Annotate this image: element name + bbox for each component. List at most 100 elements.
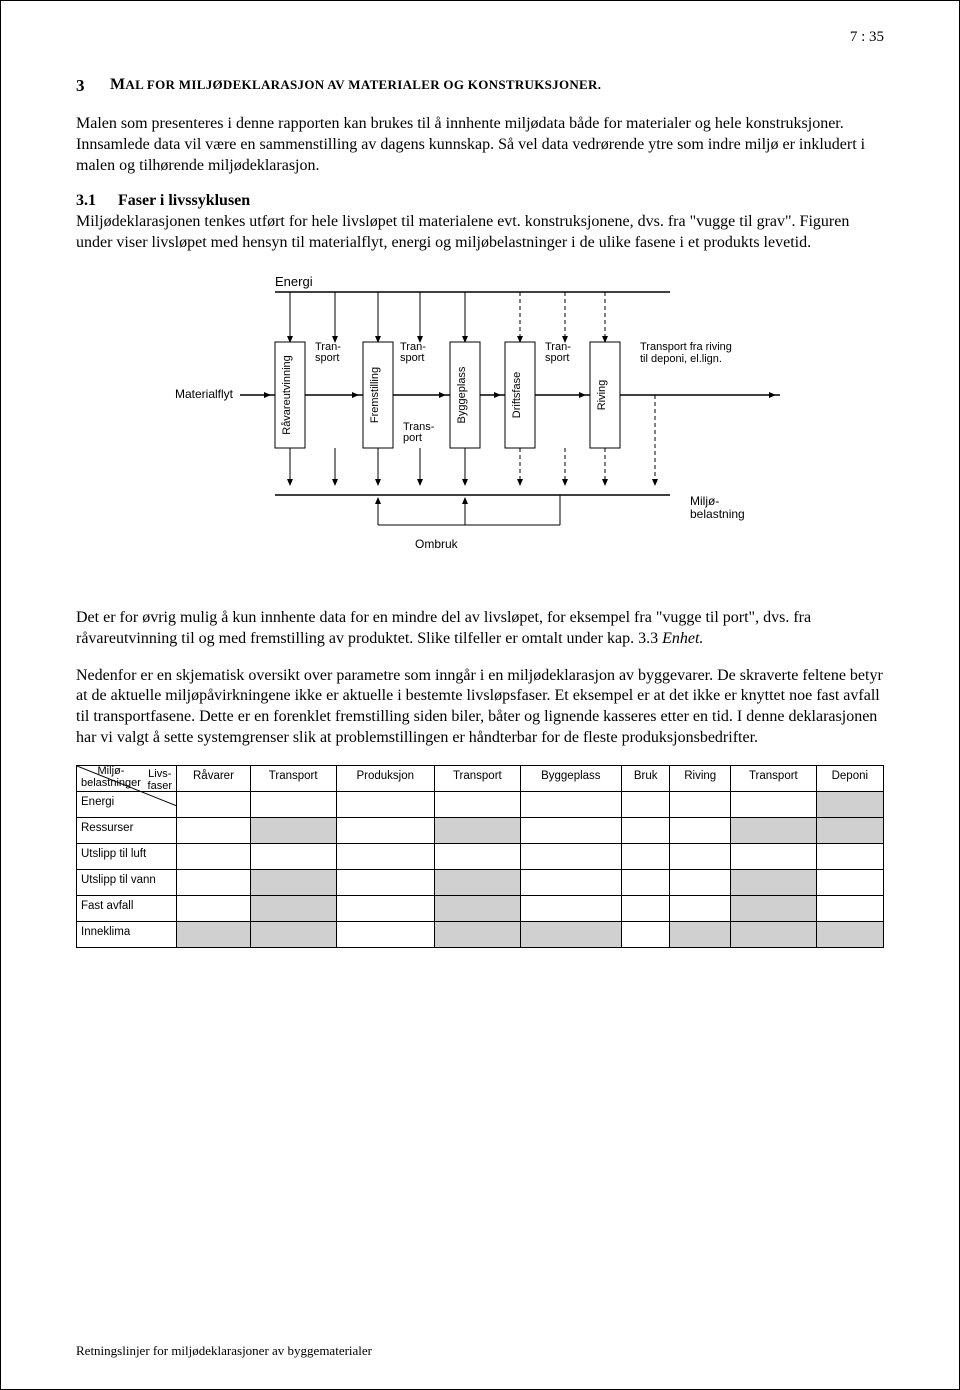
impact-phase-table: Livs-faser Miljø-belastninger RåvarerTra…	[76, 765, 884, 948]
box-fremstilling: Fremstilling	[363, 342, 393, 448]
row-label: Ressurser	[77, 817, 177, 843]
paragraph-2: Miljødeklarasjonen tenkes utført for hel…	[76, 212, 884, 254]
table-cell	[622, 869, 670, 895]
svg-text:Driftsfase: Driftsfase	[511, 372, 523, 418]
transport-deponi-label: Transport fra rivingtil deponi, el.lign.	[640, 341, 732, 365]
table-cell	[816, 921, 883, 947]
row-label: Utslipp til vann	[77, 869, 177, 895]
table-cell	[435, 869, 521, 895]
table-cell	[520, 869, 621, 895]
subsection-heading: 3.1Faser i livssyklusen	[76, 192, 884, 210]
column-header: Produksjon	[336, 765, 435, 791]
table-cell	[622, 895, 670, 921]
table-cell	[336, 869, 435, 895]
table-cell	[520, 817, 621, 843]
table-cell	[435, 817, 521, 843]
table-row: Utslipp til luft	[77, 843, 884, 869]
svg-text:Materialflyt: Materialflyt	[175, 387, 234, 401]
table-cell	[731, 895, 817, 921]
table-cell	[816, 817, 883, 843]
table-row: Utslipp til vann	[77, 869, 884, 895]
table-cell	[520, 895, 621, 921]
svg-text:Råvareutvinning: Råvareutvinning	[281, 355, 293, 435]
svg-text:Riving: Riving	[596, 380, 608, 411]
table-cell	[816, 895, 883, 921]
svg-text:Ombruk: Ombruk	[415, 537, 459, 551]
table-row: Inneklima	[77, 921, 884, 947]
column-header: Byggeplass	[520, 765, 621, 791]
energi-label: Energi	[275, 274, 313, 289]
table-cell	[250, 869, 336, 895]
row-label: Utslipp til luft	[77, 843, 177, 869]
column-header: Råvarer	[177, 765, 251, 791]
table-cell	[250, 843, 336, 869]
table-cell	[520, 843, 621, 869]
table-row: Fast avfall	[77, 895, 884, 921]
row-label: Inneklima	[77, 921, 177, 947]
table-cell	[177, 895, 251, 921]
svg-text:Fremstilling: Fremstilling	[369, 367, 381, 423]
table-cell	[816, 843, 883, 869]
table-cell	[250, 817, 336, 843]
table-cell	[250, 895, 336, 921]
paragraph-4: Nedenfor er en skjematisk oversikt over …	[76, 666, 884, 749]
table-cell	[731, 843, 817, 869]
table-cell	[731, 791, 817, 817]
table-cell	[336, 895, 435, 921]
svg-text:Byggeplass: Byggeplass	[456, 366, 468, 423]
svg-text:Tran-sport: Tran-sport	[545, 341, 571, 364]
table-cell	[520, 791, 621, 817]
table-cell	[435, 843, 521, 869]
table-cell	[731, 817, 817, 843]
table-cell	[670, 869, 731, 895]
table-cell	[520, 921, 621, 947]
column-header: Riving	[670, 765, 731, 791]
table-cell	[250, 921, 336, 947]
corner-cell: Livs-faser Miljø-belastninger	[77, 765, 177, 791]
box-riving: Riving	[590, 342, 620, 448]
table-body: EnergiRessurserUtslipp til luftUtslipp t…	[77, 791, 884, 947]
column-header: Transport	[435, 765, 521, 791]
table-cell	[336, 843, 435, 869]
table-cell	[250, 791, 336, 817]
table-cell	[177, 869, 251, 895]
table-cell	[670, 843, 731, 869]
svg-text:Trans-port: Trans-port	[403, 421, 435, 444]
svg-text:Tran-sport: Tran-sport	[400, 341, 426, 364]
table-cell	[336, 921, 435, 947]
column-header: Deponi	[816, 765, 883, 791]
section-heading: 3 MAL FOR MILJØDEKLARASJON AV MATERIALER…	[76, 76, 884, 96]
table-cell	[670, 791, 731, 817]
table-cell	[177, 791, 251, 817]
table-cell	[816, 791, 883, 817]
table-cell	[670, 921, 731, 947]
table-cell	[435, 791, 521, 817]
table-cell	[670, 895, 731, 921]
table-cell	[622, 921, 670, 947]
table-cell	[670, 817, 731, 843]
table-cell	[622, 843, 670, 869]
table-row: Ressurser	[77, 817, 884, 843]
lifecycle-diagram: Energi Tran-sport Tran-sport Tran-sport …	[170, 270, 790, 590]
table-row: Energi	[77, 791, 884, 817]
table-cell	[336, 817, 435, 843]
svg-text:Tran-sport: Tran-sport	[315, 341, 341, 364]
table-cell	[177, 817, 251, 843]
paragraph-3: Det er for øvrig mulig å kun innhente da…	[76, 608, 884, 650]
column-header: Bruk	[622, 765, 670, 791]
box-ravareutvinning: Råvareutvinning	[275, 342, 305, 448]
table-cell	[177, 843, 251, 869]
table-cell	[435, 895, 521, 921]
page-number: 7 : 35	[850, 29, 884, 46]
box-driftsfase: Driftsfase	[505, 342, 535, 448]
box-byggeplass: Byggeplass	[450, 342, 480, 448]
svg-text:Miljø-belastning: Miljø-belastning	[690, 494, 745, 521]
table-cell	[177, 921, 251, 947]
paragraph-1: Malen som presenteres i denne rapporten …	[76, 114, 884, 176]
column-header: Transport	[250, 765, 336, 791]
table-cell	[435, 921, 521, 947]
column-header: Transport	[731, 765, 817, 791]
footer-text: Retningslinjer for miljødeklarasjoner av…	[76, 1343, 372, 1359]
table-header-row: Livs-faser Miljø-belastninger RåvarerTra…	[77, 765, 884, 791]
table-cell	[816, 869, 883, 895]
